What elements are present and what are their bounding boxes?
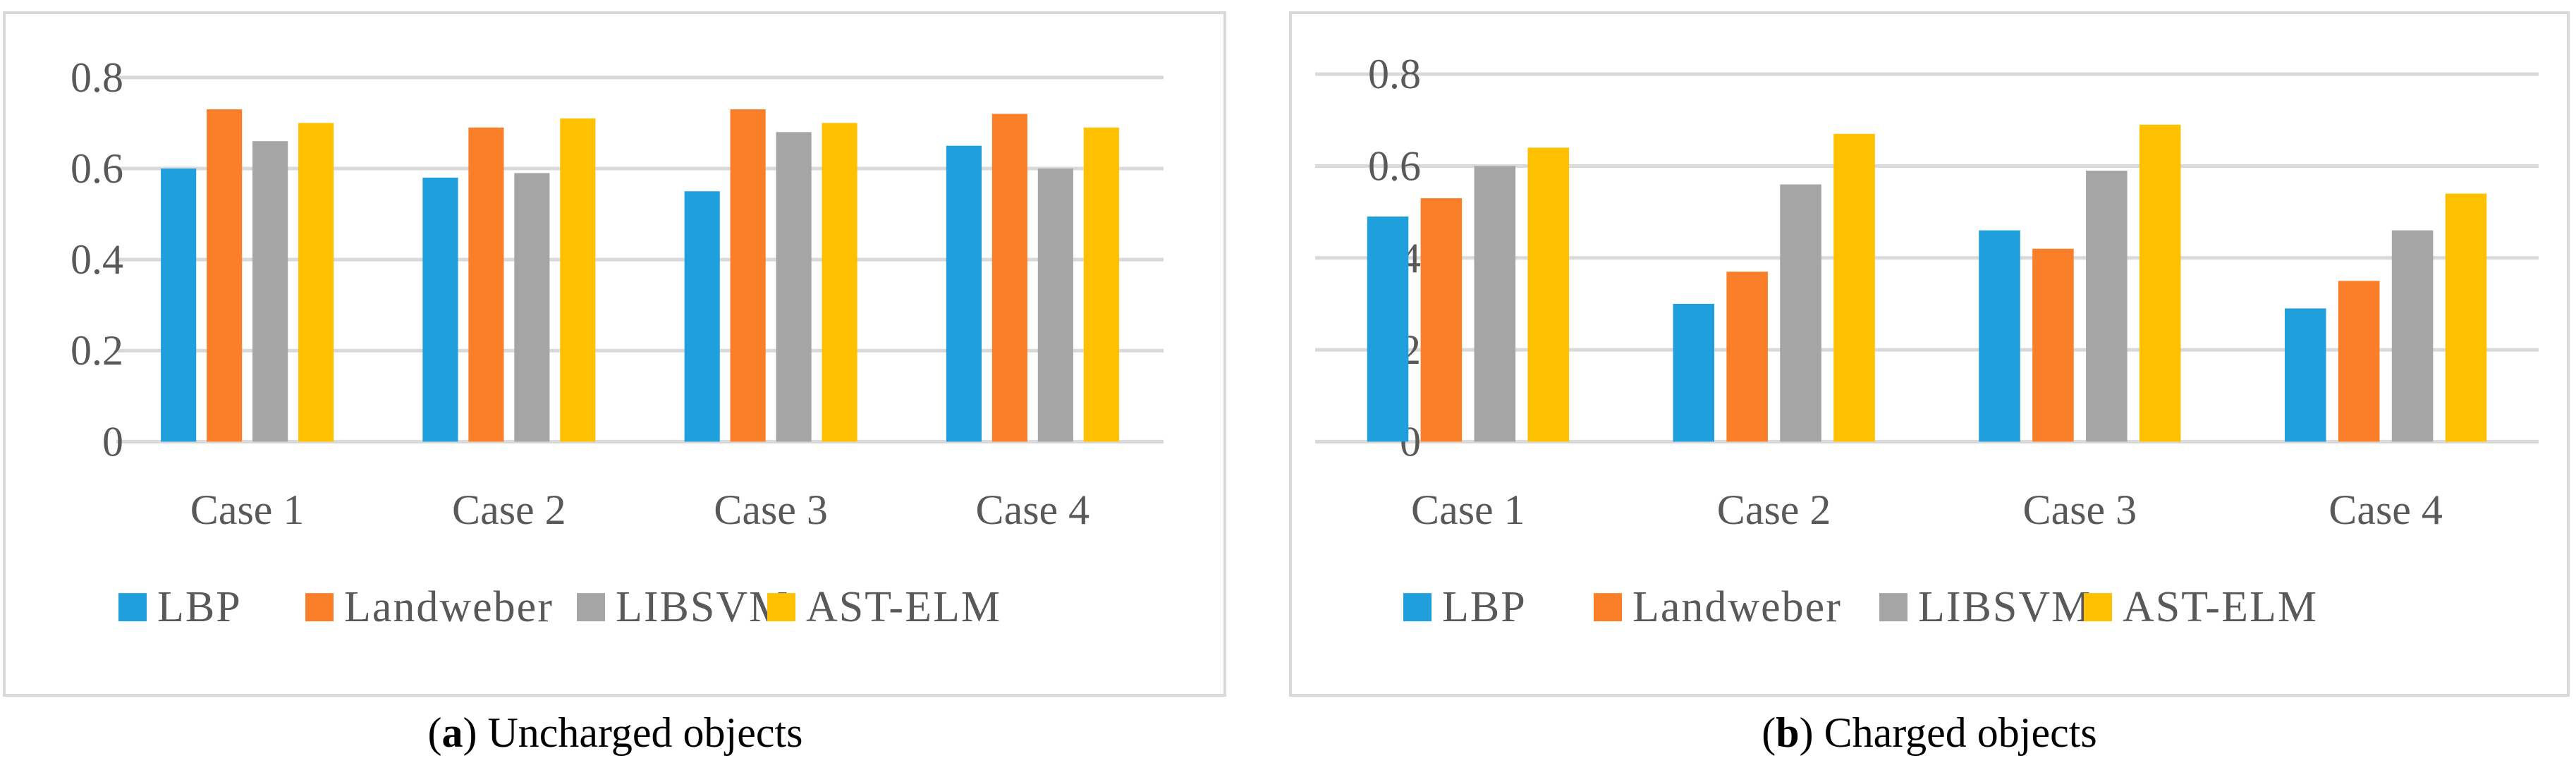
legend-swatch-libsvm	[1879, 593, 1907, 622]
legend-label-lbp: LBP	[157, 583, 242, 631]
bar-libsvm-1	[1474, 166, 1516, 442]
caption-a-title: Uncharged objects	[487, 709, 803, 756]
bar-ast-elm-4	[1083, 127, 1119, 442]
bar-landweber-1	[1420, 198, 1463, 442]
legend-label-ast-elm: AST-ELM	[806, 583, 1001, 631]
legend-swatch-landweber	[305, 593, 334, 622]
bar-libsvm-2	[1780, 184, 1821, 442]
bar-ast-elm-2	[1833, 133, 1875, 442]
y-tick-label: 0	[102, 418, 123, 465]
bar-libsvm-3	[776, 132, 812, 442]
y-tick-label: 0.6	[71, 145, 123, 192]
legend-label-landweber: Landweber	[344, 583, 554, 631]
legend-swatch-landweber	[1594, 593, 1622, 622]
bar-landweber-4	[2338, 281, 2380, 442]
x-tick-label: Case 2	[1717, 487, 1831, 533]
y-tick-label: 0.8	[71, 54, 123, 101]
y-tick-label: 0.8	[1368, 51, 1421, 97]
bar-ast-elm-3	[822, 123, 857, 442]
caption-a: (a) Uncharged objects	[427, 709, 803, 756]
legend-swatch-ast-elm	[2084, 593, 2112, 622]
bar-landweber-3	[730, 109, 766, 442]
x-tick-label: Case 3	[714, 487, 828, 533]
legend-label-libsvm: LIBSVM	[1918, 583, 2092, 631]
bar-libsvm-3	[2086, 170, 2128, 442]
bar-libsvm-1	[252, 141, 288, 442]
legend-label-ast-elm: AST-ELM	[2123, 583, 2318, 631]
caption-a-letter: a	[441, 709, 463, 756]
caption-b-letter: b	[1776, 709, 1800, 756]
bar-lbp-3	[1979, 230, 2020, 442]
y-tick-label: 0.2	[71, 327, 123, 374]
x-tick-label: Case 4	[976, 487, 1090, 533]
x-tick-label: Case 4	[2328, 487, 2443, 533]
bar-landweber-3	[2032, 248, 2074, 442]
x-tick-label: Case 1	[190, 487, 305, 533]
bar-ast-elm-2	[560, 118, 596, 442]
caption-b-title: Charged objects	[1824, 709, 2097, 756]
bar-landweber-4	[991, 114, 1027, 442]
bar-ast-elm-3	[2139, 124, 2181, 442]
legend-label-landweber: Landweber	[1632, 583, 1842, 631]
bar-lbp-1	[1367, 216, 1409, 442]
legend-label-libsvm: LIBSVM	[616, 583, 789, 631]
bar-ast-elm-1	[1527, 147, 1570, 442]
bar-lbp-2	[422, 177, 458, 442]
legend-label-lbp: LBP	[1442, 583, 1527, 631]
bar-landweber-2	[468, 127, 504, 442]
bar-landweber-1	[207, 109, 243, 442]
bar-landweber-2	[1726, 271, 1768, 442]
bar-libsvm-2	[514, 173, 550, 442]
bar-lbp-4	[946, 145, 982, 442]
legend-swatch-lbp	[118, 593, 147, 622]
legend-swatch-lbp	[1403, 593, 1432, 622]
x-tick-label: Case 2	[452, 487, 566, 533]
y-tick-label: 0.6	[1368, 142, 1421, 189]
bar-lbp-1	[161, 168, 197, 442]
bar-lbp-3	[684, 191, 720, 442]
bar-ast-elm-1	[298, 123, 334, 442]
legend-swatch-libsvm	[577, 593, 605, 622]
caption-b: (b) Charged objects	[1762, 709, 2097, 756]
bar-libsvm-4	[2391, 230, 2434, 442]
x-tick-label: Case 1	[1411, 487, 1525, 533]
bar-libsvm-4	[1037, 168, 1073, 442]
bar-ast-elm-4	[2445, 193, 2487, 442]
bar-lbp-4	[2284, 308, 2326, 442]
legend-swatch-ast-elm	[767, 593, 795, 622]
x-tick-label: Case 3	[2023, 487, 2137, 533]
y-tick-label: 0.4	[71, 236, 123, 283]
bar-lbp-2	[1673, 303, 1715, 442]
